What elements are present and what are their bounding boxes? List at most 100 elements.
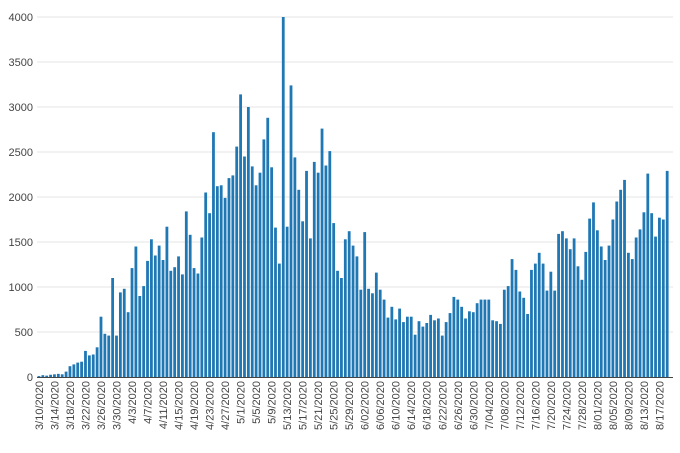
x-tick-label: 6/22/2020: [437, 381, 449, 430]
y-axis: 0 500 1000 1500 2000 2500 3000 3500 4000: [9, 12, 33, 384]
y-tick-label: 500: [15, 327, 33, 339]
bar: [332, 223, 336, 377]
bar: [192, 268, 196, 377]
bar: [409, 316, 413, 377]
bar: [122, 288, 126, 377]
bar: [169, 270, 173, 377]
bar: [41, 375, 45, 377]
bar: [184, 211, 188, 377]
y-tick-label: 0: [27, 372, 33, 384]
bar: [413, 334, 417, 377]
x-tick-label: 4/15/2020: [174, 381, 186, 430]
bar: [80, 361, 83, 377]
bar: [293, 157, 297, 377]
x-tick-label: 8/01/2020: [592, 381, 604, 430]
x-tick-label: 7/24/2020: [561, 381, 573, 430]
bar: [188, 234, 192, 377]
bar: [623, 179, 626, 377]
bar: [146, 260, 149, 377]
bar: [246, 107, 250, 377]
bar: [320, 128, 324, 377]
x-tick-label: 7/28/2020: [577, 381, 589, 430]
bar: [464, 318, 467, 377]
bar: [351, 245, 355, 377]
bar: [150, 239, 153, 377]
x-tick-label: 5/21/2020: [313, 381, 325, 430]
x-tick-label: 7/08/2020: [499, 381, 511, 430]
x-tick-label: 4/19/2020: [189, 381, 201, 430]
bar: [355, 256, 359, 377]
bar: [398, 308, 401, 377]
bar: [103, 333, 107, 377]
bar: [506, 286, 510, 377]
bar: [510, 259, 514, 377]
bar: [471, 312, 475, 377]
bar: [227, 178, 231, 377]
bar: [99, 316, 103, 377]
bar: [363, 232, 367, 377]
x-tick-label: 6/30/2020: [468, 381, 480, 430]
y-tick-label: 2500: [9, 147, 33, 159]
bar: [367, 288, 370, 377]
bar: [475, 303, 479, 377]
bar: [526, 314, 529, 377]
x-tick-label: 5/25/2020: [329, 381, 341, 430]
bar: [460, 306, 464, 377]
bar: [627, 252, 630, 377]
bar: [95, 347, 99, 377]
bar: [115, 335, 118, 377]
bar: [107, 335, 111, 377]
bar: [576, 266, 580, 377]
bar: [305, 170, 308, 377]
bar: [177, 256, 180, 377]
bar: [45, 375, 49, 377]
bar: [557, 233, 560, 377]
bar: [153, 255, 157, 377]
bar: [336, 270, 339, 377]
bar: [266, 117, 270, 378]
bar: [658, 217, 661, 377]
x-tick-label: 5/29/2020: [344, 381, 356, 430]
x-tick-label: 6/02/2020: [360, 381, 372, 430]
x-tick-label: 4/7/2020: [143, 381, 155, 424]
bar: [537, 252, 541, 377]
bar: [111, 278, 115, 377]
x-tick-label: 7/16/2020: [530, 381, 542, 430]
bar: [444, 322, 448, 377]
bar: [37, 376, 41, 377]
bar: [324, 165, 328, 377]
bar: [309, 238, 312, 377]
x-tick-label: 5/17/2020: [298, 381, 310, 430]
bar: [650, 213, 654, 377]
bar: [235, 146, 239, 377]
bar: [297, 189, 301, 377]
bar: [157, 245, 161, 377]
bar-series: [37, 17, 669, 378]
y-tick-label: 2000: [9, 192, 33, 204]
bar: [619, 189, 623, 377]
bar: [654, 236, 657, 377]
bar: [84, 350, 87, 377]
x-axis: 3/10/2020 3/14/2020 3/18/2020 3/22/2020 3/26…: [34, 377, 673, 430]
bar: [138, 296, 142, 377]
x-tick-label: 6/26/2020: [453, 381, 465, 430]
bar: [456, 299, 460, 377]
bar: [371, 293, 374, 377]
bar: [231, 175, 235, 377]
bar: [487, 299, 491, 377]
bar: [425, 323, 429, 377]
bar: [448, 313, 452, 377]
bar: [661, 219, 665, 377]
x-tick-label: 6/14/2020: [406, 381, 418, 430]
bar: [502, 289, 506, 377]
x-tick-label: 4/3/2020: [127, 381, 139, 424]
x-tick-label: 6/10/2020: [391, 381, 403, 430]
bar: [200, 237, 204, 377]
bar: [281, 17, 285, 377]
bar: [514, 269, 518, 377]
bar: [479, 299, 483, 377]
bar: [634, 237, 638, 377]
bar: [53, 374, 56, 377]
bar: [436, 318, 440, 377]
